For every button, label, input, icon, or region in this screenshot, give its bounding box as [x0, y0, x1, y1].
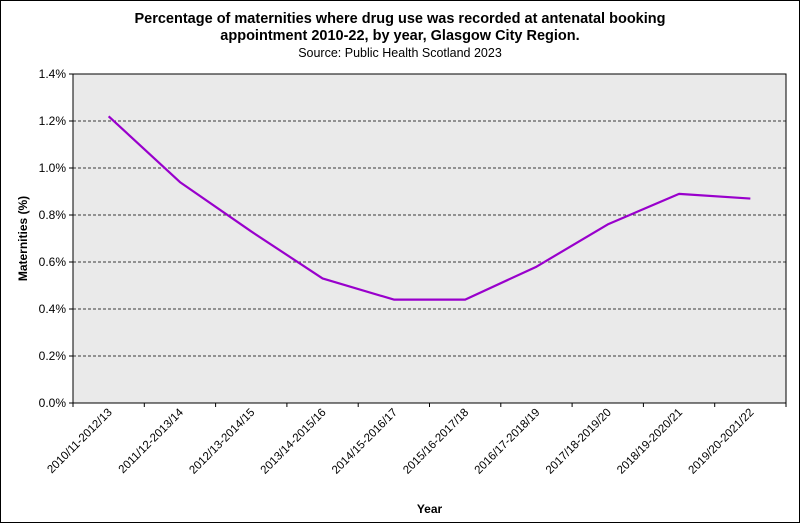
x-tick-label: 2018/19-2020/21	[615, 407, 685, 477]
plot-area	[72, 73, 787, 404]
y-tick-label: 1.0%	[39, 161, 67, 175]
y-tick-label: 0.8%	[39, 208, 67, 222]
x-tick-label: 2011/12-2013/14	[117, 406, 187, 476]
y-tick-label: 1.2%	[39, 114, 67, 128]
x-axis-label: Year	[417, 502, 443, 516]
y-tick-label: 0.4%	[39, 302, 67, 316]
x-axis-ticks: 2010/11-2012/13 2011/12-2013/14 2012/13-20…	[45, 403, 787, 477]
x-tick-label: 2019/20-2021/22	[686, 407, 756, 477]
y-tick-label: 0.2%	[39, 349, 67, 363]
x-tick-label: 2017/18-2019/20	[544, 407, 614, 477]
x-tick-label: 2013/14-2015/16	[259, 407, 329, 477]
chart-subtitle: Source: Public Health Scotland 2023	[298, 46, 502, 60]
series-line	[107, 115, 751, 301]
chart-title-line-1: Percentage of maternities where drug use…	[134, 11, 666, 27]
grid-lines	[73, 120, 786, 357]
y-axis-label: Maternities (%)	[16, 196, 30, 281]
y-tick-label: 1.4%	[39, 67, 67, 81]
series-group	[107, 115, 751, 301]
y-tick-label: 0.6%	[39, 255, 67, 269]
x-tick-label: 2015/16-2017/18	[401, 407, 471, 477]
x-tick-label: 2012/13-2014/15	[187, 407, 257, 477]
chart-title-line-2: appointment 2010-22, by year, Glasgow Ci…	[220, 28, 580, 44]
x-tick-label: 2010/11-2012/13	[45, 407, 114, 476]
y-tick-label: 0.0%	[39, 396, 67, 410]
y-axis-ticks: 0.0% 0.2% 0.4% 0.6% 0.8% 1.0% 1.2% 1.4%	[39, 67, 73, 410]
x-tick-label: 2016/17-2018/19	[473, 407, 543, 477]
x-tick-label: 2014/15-2016/17	[330, 407, 400, 477]
